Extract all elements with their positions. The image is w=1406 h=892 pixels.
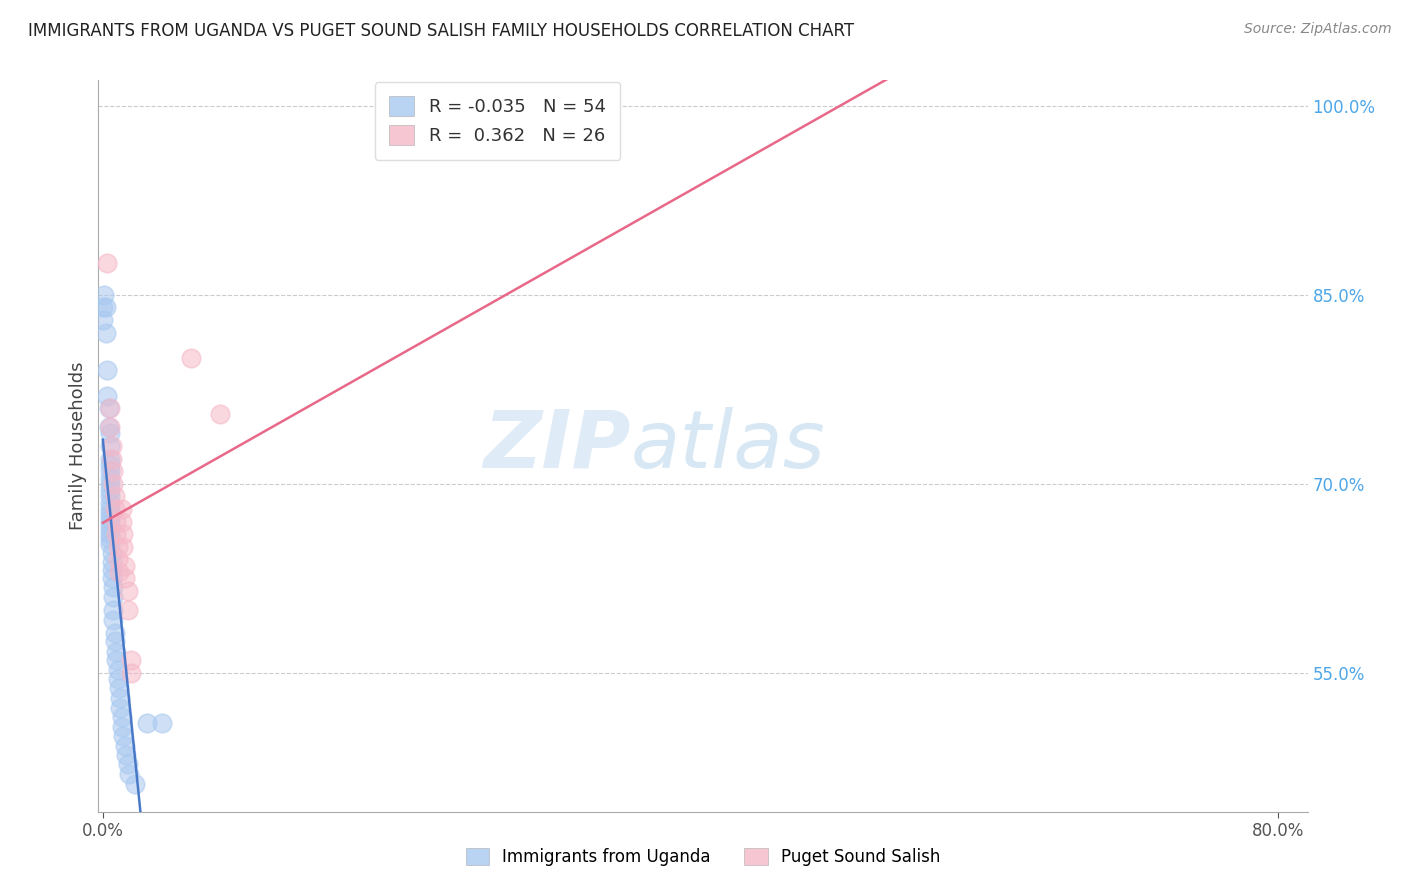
Point bbox=[98, 458, 121, 472]
Point bbox=[98, 507, 121, 521]
Point bbox=[94, 300, 117, 314]
Point bbox=[101, 476, 124, 491]
Point bbox=[96, 388, 118, 402]
Point bbox=[114, 571, 136, 585]
Point bbox=[98, 527, 121, 541]
Point bbox=[100, 555, 122, 569]
Point bbox=[107, 540, 129, 554]
Point bbox=[105, 515, 128, 529]
Point bbox=[98, 420, 121, 434]
Text: ZIP: ZIP bbox=[484, 407, 630, 485]
Point bbox=[100, 439, 122, 453]
Point bbox=[110, 701, 132, 715]
Point bbox=[124, 777, 146, 791]
Point bbox=[100, 451, 122, 466]
Point bbox=[103, 625, 125, 640]
Point bbox=[107, 673, 129, 687]
Point bbox=[111, 502, 134, 516]
Point bbox=[120, 665, 142, 680]
Point bbox=[94, 326, 117, 340]
Point bbox=[101, 591, 124, 605]
Point bbox=[107, 664, 129, 678]
Point bbox=[98, 496, 121, 510]
Point bbox=[100, 571, 122, 585]
Point bbox=[97, 401, 120, 416]
Point bbox=[101, 603, 124, 617]
Point bbox=[105, 527, 128, 541]
Point bbox=[111, 515, 134, 529]
Point bbox=[97, 420, 120, 434]
Point bbox=[111, 720, 134, 734]
Point bbox=[120, 653, 142, 667]
Point bbox=[105, 644, 128, 658]
Point bbox=[98, 537, 121, 551]
Point bbox=[98, 476, 121, 491]
Point bbox=[101, 613, 124, 627]
Point bbox=[103, 502, 125, 516]
Point bbox=[98, 401, 121, 416]
Y-axis label: Family Households: Family Households bbox=[69, 362, 87, 530]
Point bbox=[103, 490, 125, 504]
Point bbox=[112, 729, 135, 743]
Point bbox=[98, 502, 121, 516]
Point bbox=[110, 691, 132, 706]
Point bbox=[114, 739, 136, 753]
Point bbox=[105, 653, 128, 667]
Point bbox=[117, 584, 139, 599]
Point bbox=[100, 563, 122, 577]
Point bbox=[98, 451, 121, 466]
Point bbox=[98, 439, 121, 453]
Point bbox=[101, 580, 124, 594]
Point bbox=[98, 522, 121, 536]
Point bbox=[107, 552, 129, 566]
Legend: R = -0.035   N = 54, R =  0.362   N = 26: R = -0.035 N = 54, R = 0.362 N = 26 bbox=[374, 82, 620, 160]
Point bbox=[117, 603, 139, 617]
Text: atlas: atlas bbox=[630, 407, 825, 485]
Point bbox=[115, 747, 138, 762]
Point bbox=[150, 716, 173, 731]
Point bbox=[103, 634, 125, 648]
Point bbox=[114, 558, 136, 573]
Point bbox=[101, 464, 124, 478]
Point bbox=[98, 483, 121, 497]
Point bbox=[112, 540, 135, 554]
Point bbox=[98, 512, 121, 526]
Point bbox=[93, 287, 115, 301]
Point bbox=[96, 256, 118, 270]
Point bbox=[108, 681, 131, 695]
Point bbox=[108, 565, 131, 579]
Point bbox=[100, 546, 122, 560]
Point bbox=[91, 300, 114, 314]
Legend: Immigrants from Uganda, Puget Sound Salish: Immigrants from Uganda, Puget Sound Sali… bbox=[453, 834, 953, 880]
Point bbox=[98, 464, 121, 478]
Point bbox=[112, 527, 135, 541]
Point bbox=[98, 470, 121, 484]
Point bbox=[180, 351, 202, 365]
Text: IMMIGRANTS FROM UGANDA VS PUGET SOUND SALISH FAMILY HOUSEHOLDS CORRELATION CHART: IMMIGRANTS FROM UGANDA VS PUGET SOUND SA… bbox=[28, 22, 855, 40]
Point bbox=[118, 767, 141, 781]
Point bbox=[98, 533, 121, 547]
Text: Source: ZipAtlas.com: Source: ZipAtlas.com bbox=[1244, 22, 1392, 37]
Point bbox=[117, 756, 139, 771]
Point bbox=[96, 363, 118, 377]
Point bbox=[91, 313, 114, 327]
Point bbox=[135, 716, 157, 731]
Point bbox=[98, 490, 121, 504]
Point bbox=[98, 517, 121, 532]
Point bbox=[98, 426, 121, 441]
Point bbox=[111, 710, 134, 724]
Point bbox=[209, 408, 232, 422]
